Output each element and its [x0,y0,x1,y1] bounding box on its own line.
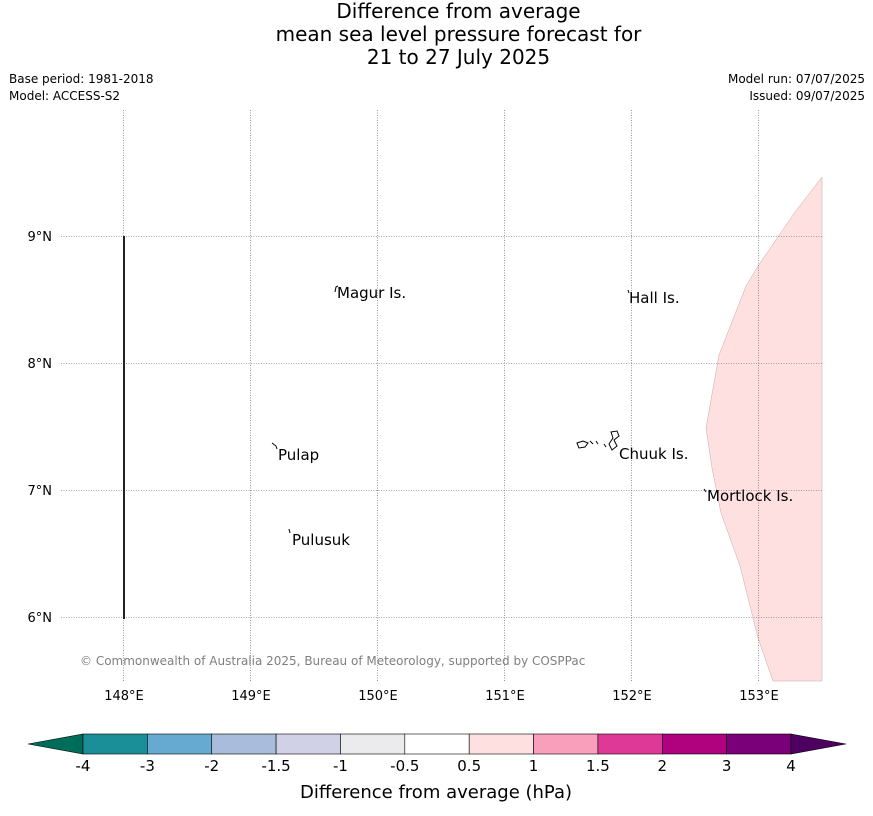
colorbar-bin [597,733,663,755]
magur-island-shape [334,285,339,293]
lat-label-7: 7°N [28,484,53,499]
colorbar-tick--1.5: -1.5 [261,757,290,775]
mortlock-island-shape [703,488,707,493]
model-name: Model: ACCESS-S2 [9,89,121,103]
place-label-magur: Magur Is. [337,284,406,302]
colorbar-low-extend [27,733,84,755]
lat-label-6: 6°N [28,611,53,626]
place-label-mortlock: Mortlock Is. [707,487,793,505]
meta-left: Base period: 1981-2018 Model: ACCESS-S2 [9,71,154,105]
colorbar-bin [340,733,406,755]
chuuk-lagoon-islands [576,430,620,451]
colorbar: -4 -3 -2 -1.5 -1 -0.5 0.5 1 1.5 2 3 4 Di… [27,733,847,803]
issued-date: Issued: 09/07/2025 [749,89,865,103]
colorbar-tick--0.5: -0.5 [390,757,419,775]
title-line-2: mean sea level pressure forecast for [275,22,642,46]
colorbar-bin [533,733,599,755]
lon-label-150: 150°E [358,689,398,704]
pulap-island-shape [271,442,278,450]
colorbar-label: Difference from average (hPa) [300,782,572,803]
colorbar-bin [82,733,148,755]
title-line-1: Difference from average [336,0,581,23]
base-period: Base period: 1981-2018 [9,72,154,86]
colorbar-bin [468,733,534,755]
colorbar-bin [275,733,341,755]
colorbar-tick--3: -3 [140,757,155,775]
place-label-pulap: Pulap [278,446,319,464]
colorbar-tick-1: 1 [529,757,539,775]
colorbar-bin [726,733,792,755]
lon-label-151: 151°E [485,689,525,704]
place-label-hall: Hall Is. [629,289,680,307]
colorbar-tick-1.5: 1.5 [586,757,610,775]
colorbar-bin [661,733,727,755]
lon-label-149: 149°E [231,689,271,704]
colorbar-tick-4: 4 [786,757,796,775]
colorbar-tick--2: -2 [204,757,219,775]
colorbar-bin [211,733,277,755]
colorbar-bin [147,733,213,755]
model-run: Model run: 07/07/2025 [727,72,865,86]
anomaly-region [705,176,823,682]
place-label-pulusuk: Pulusuk [292,531,350,549]
colorbar-tick-2: 2 [658,757,668,775]
lat-label-8: 8°N [28,357,53,372]
map-gridlines [61,110,822,681]
meta-right: Model run: 07/07/2025 Issued: 09/07/2025 [728,71,865,105]
place-label-chuuk: Chuuk Is. [619,445,688,463]
lat-label-9: 9°N [28,230,53,245]
pulusuk-island-shape [288,528,291,534]
lon-label-153: 153°E [739,689,779,704]
colorbar-bins [82,733,792,755]
colorbar-tick-0.5: 0.5 [457,757,481,775]
island-shapes [271,285,707,534]
lon-label-152: 152°E [612,689,652,704]
title-line-3: 21 to 27 July 2025 [366,45,551,69]
colorbar-tick--4: -4 [76,757,91,775]
colorbar-bin [404,733,470,755]
colorbar-tick--1: -1 [333,757,348,775]
hall-island-shape [627,289,630,294]
copyright-notice: © Commonwealth of Australia 2025, Bureau… [80,654,585,668]
map-title: Difference from average mean sea level p… [0,0,873,69]
colorbar-tick-3: 3 [722,757,732,775]
colorbar-high-extend [790,733,847,755]
lon-label-148: 148°E [104,689,144,704]
